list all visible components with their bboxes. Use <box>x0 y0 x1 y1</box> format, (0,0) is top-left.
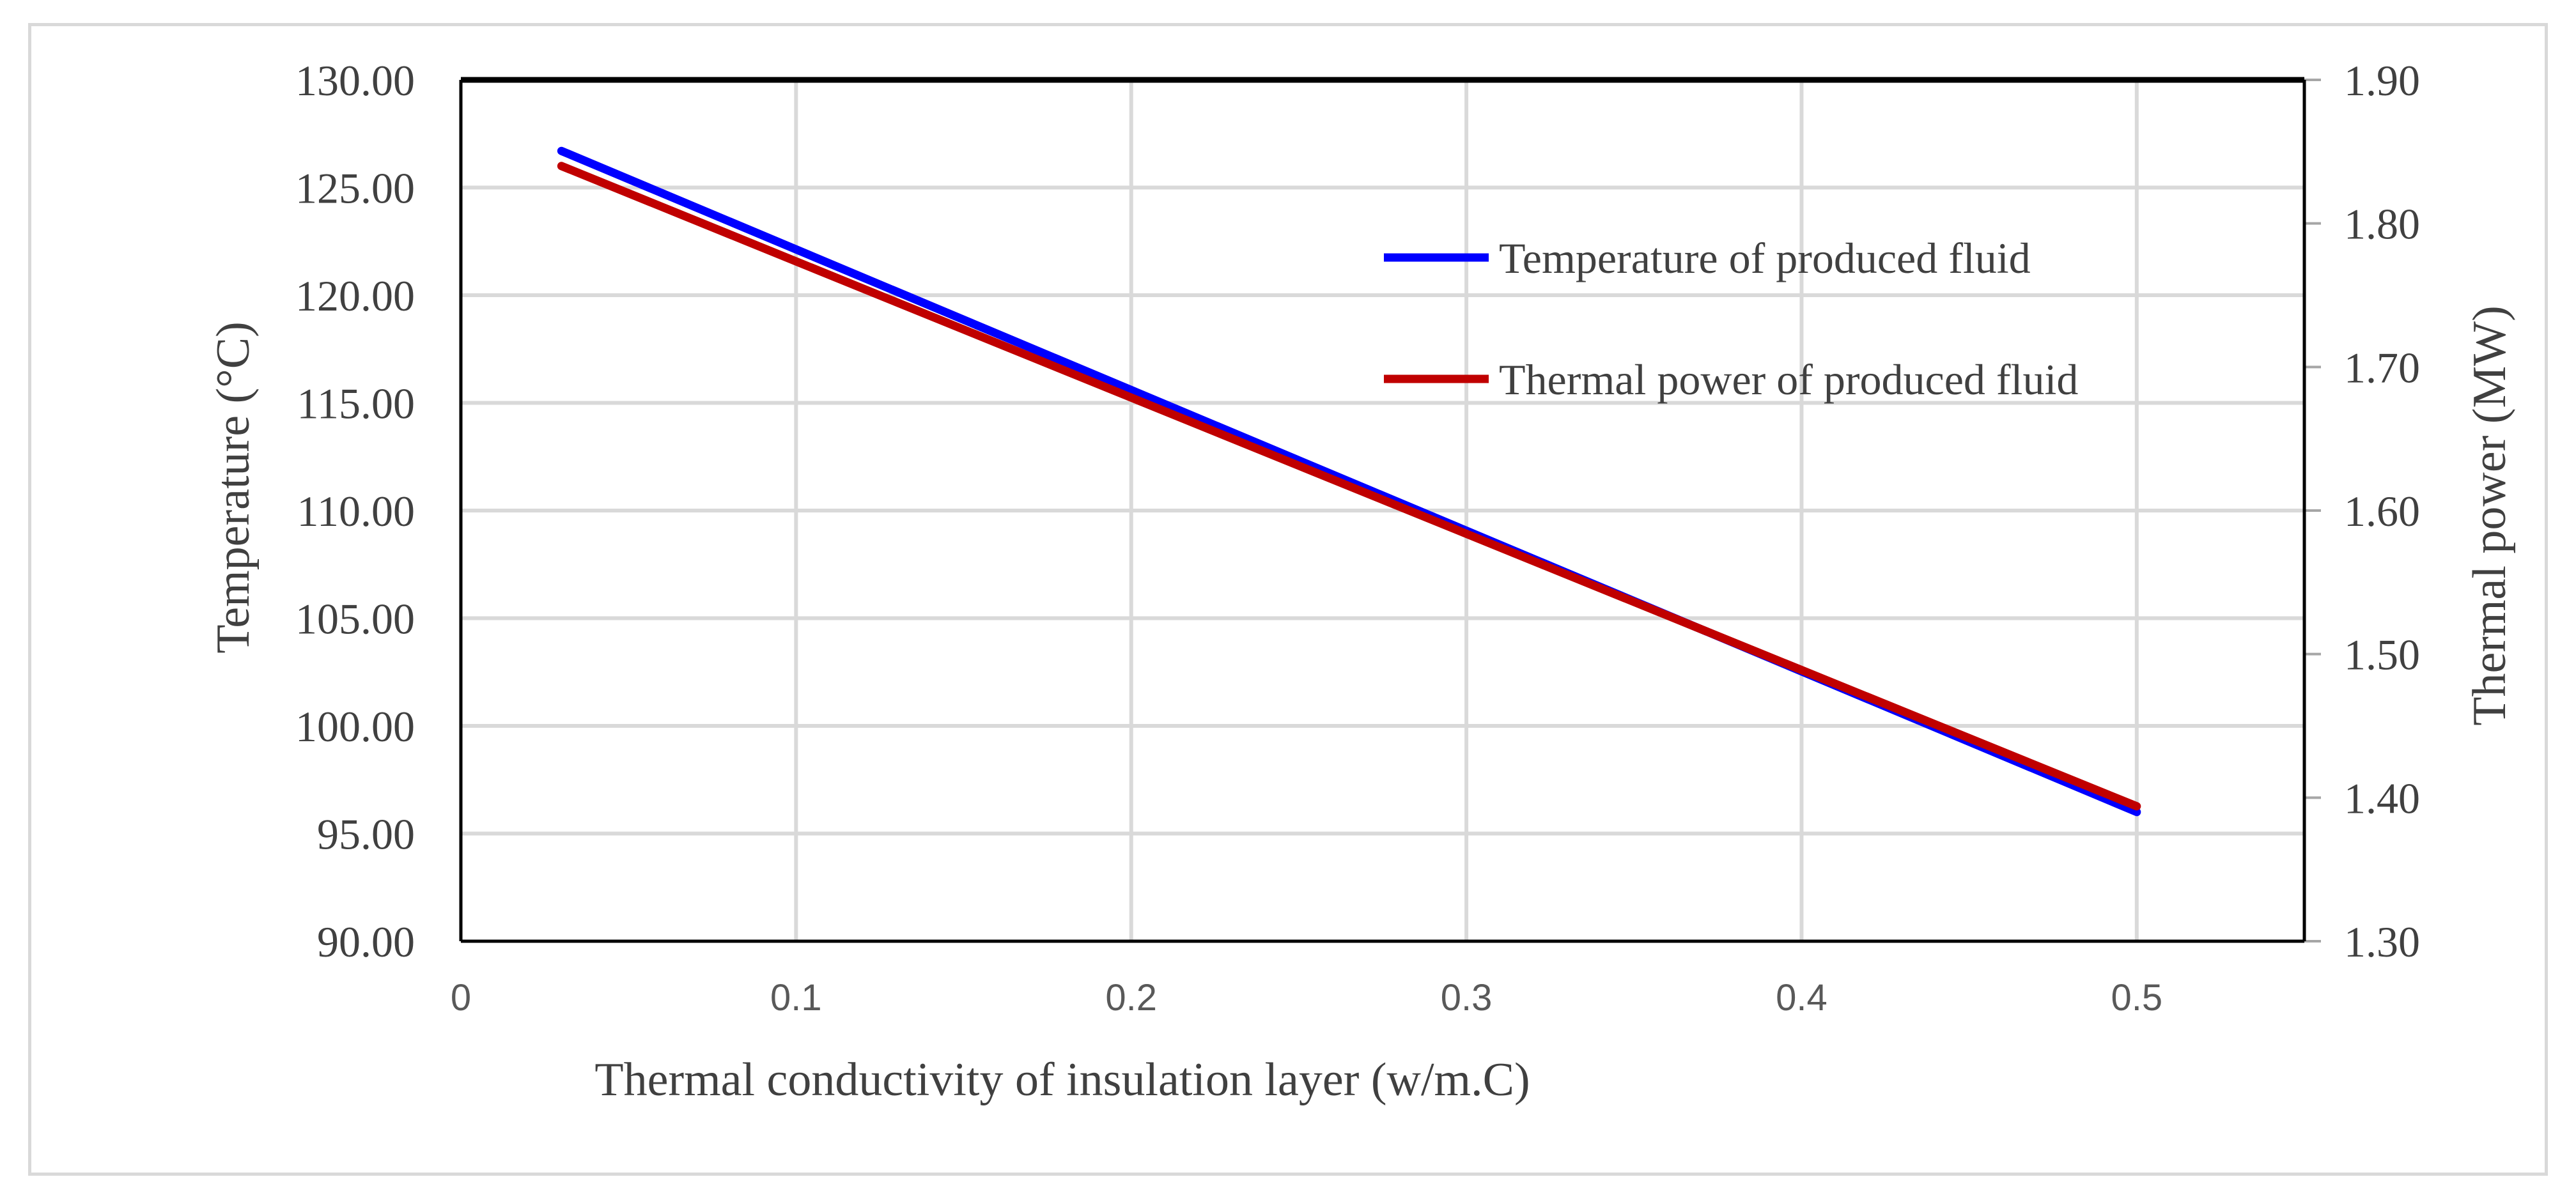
y-tick-label: 110.00 <box>297 487 415 535</box>
y-tick-label: 95.00 <box>317 810 415 859</box>
x-axis-label: Thermal conductivity of insulation layer… <box>594 1054 1530 1106</box>
y-tick-label: 120.00 <box>295 272 415 320</box>
axes <box>459 77 2321 943</box>
x-tick-label: 0.3 <box>1441 977 1493 1019</box>
y2-tick-labels: 1.30 1.40 1.50 1.60 1.70 1.80 1.90 <box>2344 56 2420 966</box>
y-tick-label: 105.00 <box>295 595 415 643</box>
y-tick-label: 90.00 <box>317 918 415 966</box>
series-lines <box>557 146 2141 817</box>
y2-axis-label: Thermal power (MW) <box>2463 305 2516 726</box>
x-tick-label: 0.5 <box>2111 977 2162 1019</box>
y-tick-labels: 90.00 95.00 100.00 105.00 110.00 115.00 120.00… <box>295 56 415 966</box>
x-tick-label: 0.4 <box>1776 977 1827 1019</box>
y2-tick-label: 1.70 <box>2344 343 2420 392</box>
y-axis-label: Temperature (°C) <box>207 321 260 654</box>
y-tick-label: 125.00 <box>295 164 415 213</box>
y2-tick-label: 1.60 <box>2344 487 2420 535</box>
y2-tick-label: 1.50 <box>2344 631 2420 679</box>
legend: Temperature of produced fluid Thermal pow… <box>1384 234 2078 404</box>
gridlines <box>461 80 2304 941</box>
y-tick-label: 115.00 <box>297 380 415 428</box>
y2-tick-label: 1.80 <box>2344 200 2420 249</box>
x-tick-labels: 0 0.1 0.2 0.3 0.4 0.5 <box>451 977 2162 1019</box>
y2-tick-label: 1.90 <box>2344 56 2420 105</box>
legend-label-thermal-power: Thermal power of produced fluid <box>1499 355 2078 404</box>
y-tick-label: 100.00 <box>295 702 415 751</box>
chart-frame: 90.00 95.00 100.00 105.00 110.00 115.00 120.00… <box>28 23 2548 1176</box>
x-tick-label: 0.1 <box>770 977 822 1019</box>
thermal-power-series-line <box>557 162 2141 811</box>
legend-label-temperature: Temperature of produced fluid <box>1499 234 2031 282</box>
y2-tick-label: 1.40 <box>2344 774 2420 822</box>
y-tick-label: 130.00 <box>295 56 415 105</box>
y2-tick-label: 1.30 <box>2344 918 2420 966</box>
x-tick-label: 0.2 <box>1105 977 1157 1019</box>
chart-svg: 90.00 95.00 100.00 105.00 110.00 115.00 120.00… <box>207 56 2516 1106</box>
x-tick-label: 0 <box>451 977 471 1019</box>
